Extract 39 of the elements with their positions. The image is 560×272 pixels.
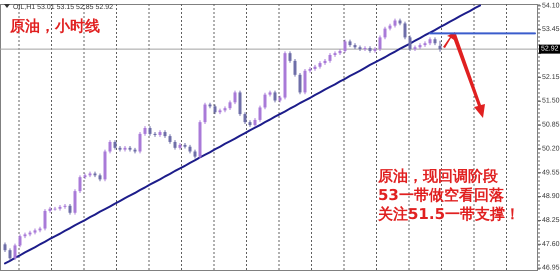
candlestick bbox=[408, 35, 412, 52]
candlestick bbox=[4, 242, 6, 253]
candlestick bbox=[298, 72, 302, 95]
candlestick bbox=[438, 40, 442, 52]
annotation: 53一带做空看回落 bbox=[378, 186, 505, 204]
candlestick bbox=[214, 104, 216, 115]
candlestick bbox=[14, 243, 16, 261]
candlestick bbox=[234, 90, 236, 105]
candlestick bbox=[18, 234, 22, 248]
text: 原油，小时线 bbox=[9, 17, 100, 35]
candlestick bbox=[68, 203, 72, 216]
candlestick bbox=[228, 100, 232, 111]
candlestick bbox=[168, 134, 172, 144]
candlestick bbox=[274, 90, 276, 103]
candlestick bbox=[78, 174, 82, 194]
candlestick bbox=[174, 140, 176, 150]
candlestick bbox=[138, 132, 142, 154]
candlestick bbox=[264, 92, 266, 110]
candlestick bbox=[238, 90, 242, 116]
candlestick bbox=[328, 52, 332, 64]
candlestick bbox=[148, 126, 152, 136]
candlestick bbox=[44, 208, 46, 231]
candlestick bbox=[384, 26, 386, 40]
candlestick bbox=[288, 50, 292, 64]
candlestick bbox=[244, 112, 246, 124]
annotation: 关注51.5一带支撑！ bbox=[377, 205, 520, 223]
candlestick bbox=[294, 58, 296, 78]
candlestick bbox=[344, 39, 346, 54]
candlestick bbox=[8, 248, 12, 261]
candlestick bbox=[114, 140, 116, 150]
candlestick bbox=[144, 126, 146, 136]
candlestick bbox=[378, 35, 382, 52]
candlestick bbox=[404, 21, 406, 40]
candlestick bbox=[74, 188, 76, 216]
candlestick bbox=[304, 68, 306, 95]
candlestick bbox=[204, 102, 206, 124]
annotation: 原油，现回调阶段 bbox=[377, 167, 499, 185]
candlestick bbox=[258, 105, 262, 122]
candlestick bbox=[108, 140, 112, 154]
